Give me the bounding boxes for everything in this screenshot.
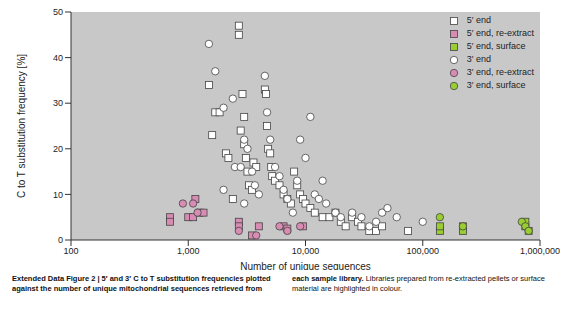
svg-text:30: 30: [53, 98, 63, 108]
html-text:3′ end, surface: 3′ end, surface: [466, 80, 526, 90]
svg-text:100: 100: [63, 246, 78, 256]
svg-text:10,000: 10,000: [292, 246, 320, 256]
svg-text:Number of unique sequences: Number of unique sequences: [240, 261, 371, 270]
svg-text:1,000: 1,000: [177, 246, 200, 256]
svg-text:10: 10: [53, 190, 63, 200]
svg-text:50: 50: [53, 8, 63, 17]
html-text:3′ end, re-extract: 3′ end, re-extract: [466, 67, 534, 77]
svg-text:0: 0: [58, 235, 63, 245]
html-text:5′ end, surface: 5′ end, surface: [466, 41, 526, 51]
html-text:5′ end, re-extract: 5′ end, re-extract: [466, 28, 534, 38]
html-text:Extended Data Figure 2 | 5′ an: Extended Data Figure 2 | 5′ and 3′ C to …: [12, 274, 545, 293]
html-text:5′ end: 5′ end: [466, 15, 491, 25]
svg-text:20: 20: [53, 144, 63, 154]
svg-text:100,000: 100,000: [406, 246, 439, 256]
svg-text:C to T substitution frequency: C to T substitution frequency [%]: [16, 54, 27, 198]
html-text:3′ end: 3′ end: [466, 54, 491, 64]
svg-text:40: 40: [53, 53, 63, 63]
svg-text:1,000,000: 1,000,000: [520, 246, 560, 256]
